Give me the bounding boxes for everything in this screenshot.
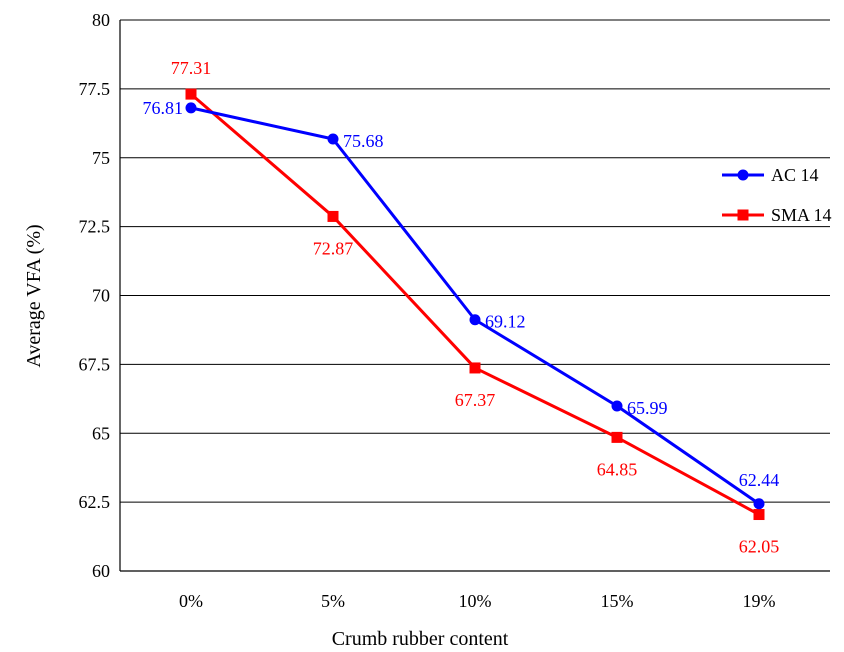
x-tick-labels: 0% 5% 10% 15% 19% — [179, 591, 776, 611]
data-labels: 77.31 72.87 67.37 64.85 62.05 76.81 75.68 69.12… — [143, 58, 780, 556]
y-tick-label: 65 — [92, 423, 110, 443]
y-tick-label: 70 — [92, 286, 110, 306]
data-label-ac14: 75.68 — [343, 131, 384, 151]
legend-marker — [737, 169, 749, 181]
data-label-sma14: 64.85 — [597, 459, 638, 479]
data-label-sma14: 62.05 — [739, 537, 780, 557]
point-ac14-4 — [753, 498, 765, 510]
legend: AC 14 SMA 14 — [722, 165, 832, 225]
x-axis-title: Crumb rubber content — [332, 628, 509, 650]
data-label-sma14: 67.37 — [455, 390, 496, 410]
series-line-sma14 — [190, 92, 760, 516]
data-label-sma14: 77.31 — [171, 58, 212, 78]
y-tick-label: 80 — [92, 10, 110, 30]
y-tick-label: 72.5 — [79, 217, 111, 237]
data-label-ac14: 62.44 — [739, 470, 780, 490]
point-ac14-3 — [611, 400, 623, 412]
legend-label: SMA 14 — [771, 205, 832, 225]
x-tick-label: 10% — [459, 591, 492, 611]
x-tick-label: 5% — [321, 591, 345, 611]
data-label-ac14: 76.81 — [143, 98, 184, 118]
legend-marker — [737, 209, 749, 221]
y-tick-label: 77.5 — [79, 79, 111, 99]
y-tick-labels: 60 62.5 65 67.5 70 72.5 75 77.5 80 — [79, 10, 111, 581]
point-ac14-2 — [469, 314, 481, 326]
x-tick-label: 15% — [601, 591, 634, 611]
point-sma14-1 — [327, 210, 339, 222]
y-tick-label: 60 — [92, 561, 110, 581]
point-ac14-1 — [327, 133, 339, 145]
x-tick-label: 19% — [743, 591, 776, 611]
gridlines — [120, 19, 830, 503]
data-label-ac14: 65.99 — [627, 398, 668, 418]
y-tick-label: 75 — [92, 148, 110, 168]
x-tick-label: 0% — [179, 591, 203, 611]
point-sma14-2 — [469, 362, 481, 374]
y-tick-label: 67.5 — [79, 354, 111, 374]
point-sma14-0 — [185, 88, 197, 100]
data-label-ac14: 69.12 — [485, 312, 526, 332]
legend-label: AC 14 — [771, 165, 819, 185]
y-axis-title: Average VFA (%) — [23, 224, 45, 367]
point-ac14-0 — [185, 102, 197, 114]
y-tick-label: 62.5 — [79, 492, 111, 512]
series — [185, 88, 765, 521]
point-sma14-4 — [753, 509, 765, 521]
point-sma14-3 — [611, 431, 623, 443]
data-label-sma14: 72.87 — [313, 238, 354, 258]
